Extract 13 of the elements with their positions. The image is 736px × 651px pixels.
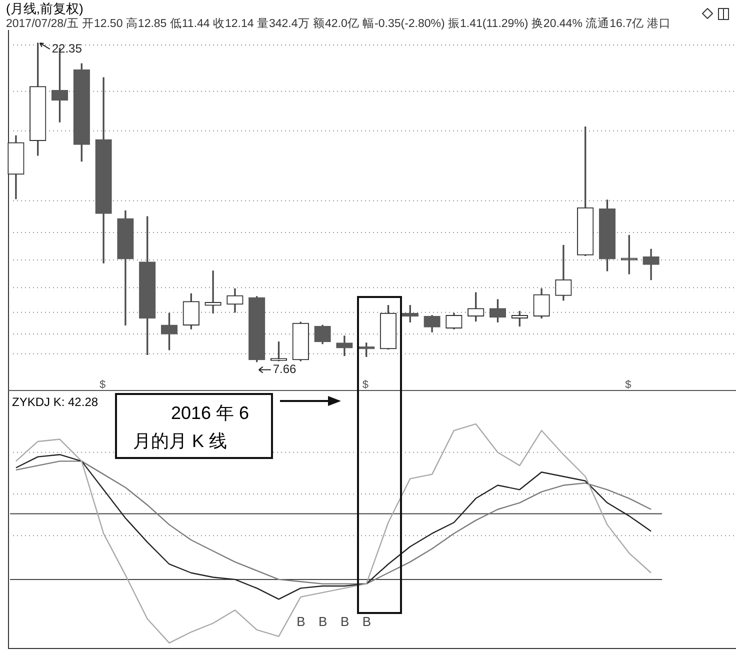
text: $ xyxy=(625,379,632,391)
annotation: B xyxy=(340,614,350,629)
annotation: 22.35 xyxy=(52,41,82,56)
text: $ xyxy=(100,379,106,391)
annotation: B xyxy=(318,614,328,629)
annotation: B xyxy=(362,614,372,629)
text: $ xyxy=(362,379,368,391)
annotation: 2016 年 6 月的月 K 线 xyxy=(115,393,273,459)
chart-title: ZYKDJ K: 42.28 xyxy=(12,395,98,409)
chart-subtitle: 2017/07/28/五 开12.50 高12.85 低11.44 收12.14 量342.4万 额42.0亿 幅-0.35(-2.80%) 振1.41(11.29%) 换20.44% 流通16.7亿 港口 xyxy=(6,16,672,31)
annotation: B xyxy=(296,614,306,629)
chart-title: (月线,前复权) xyxy=(6,0,84,18)
annotation: 7.66 xyxy=(272,362,297,376)
